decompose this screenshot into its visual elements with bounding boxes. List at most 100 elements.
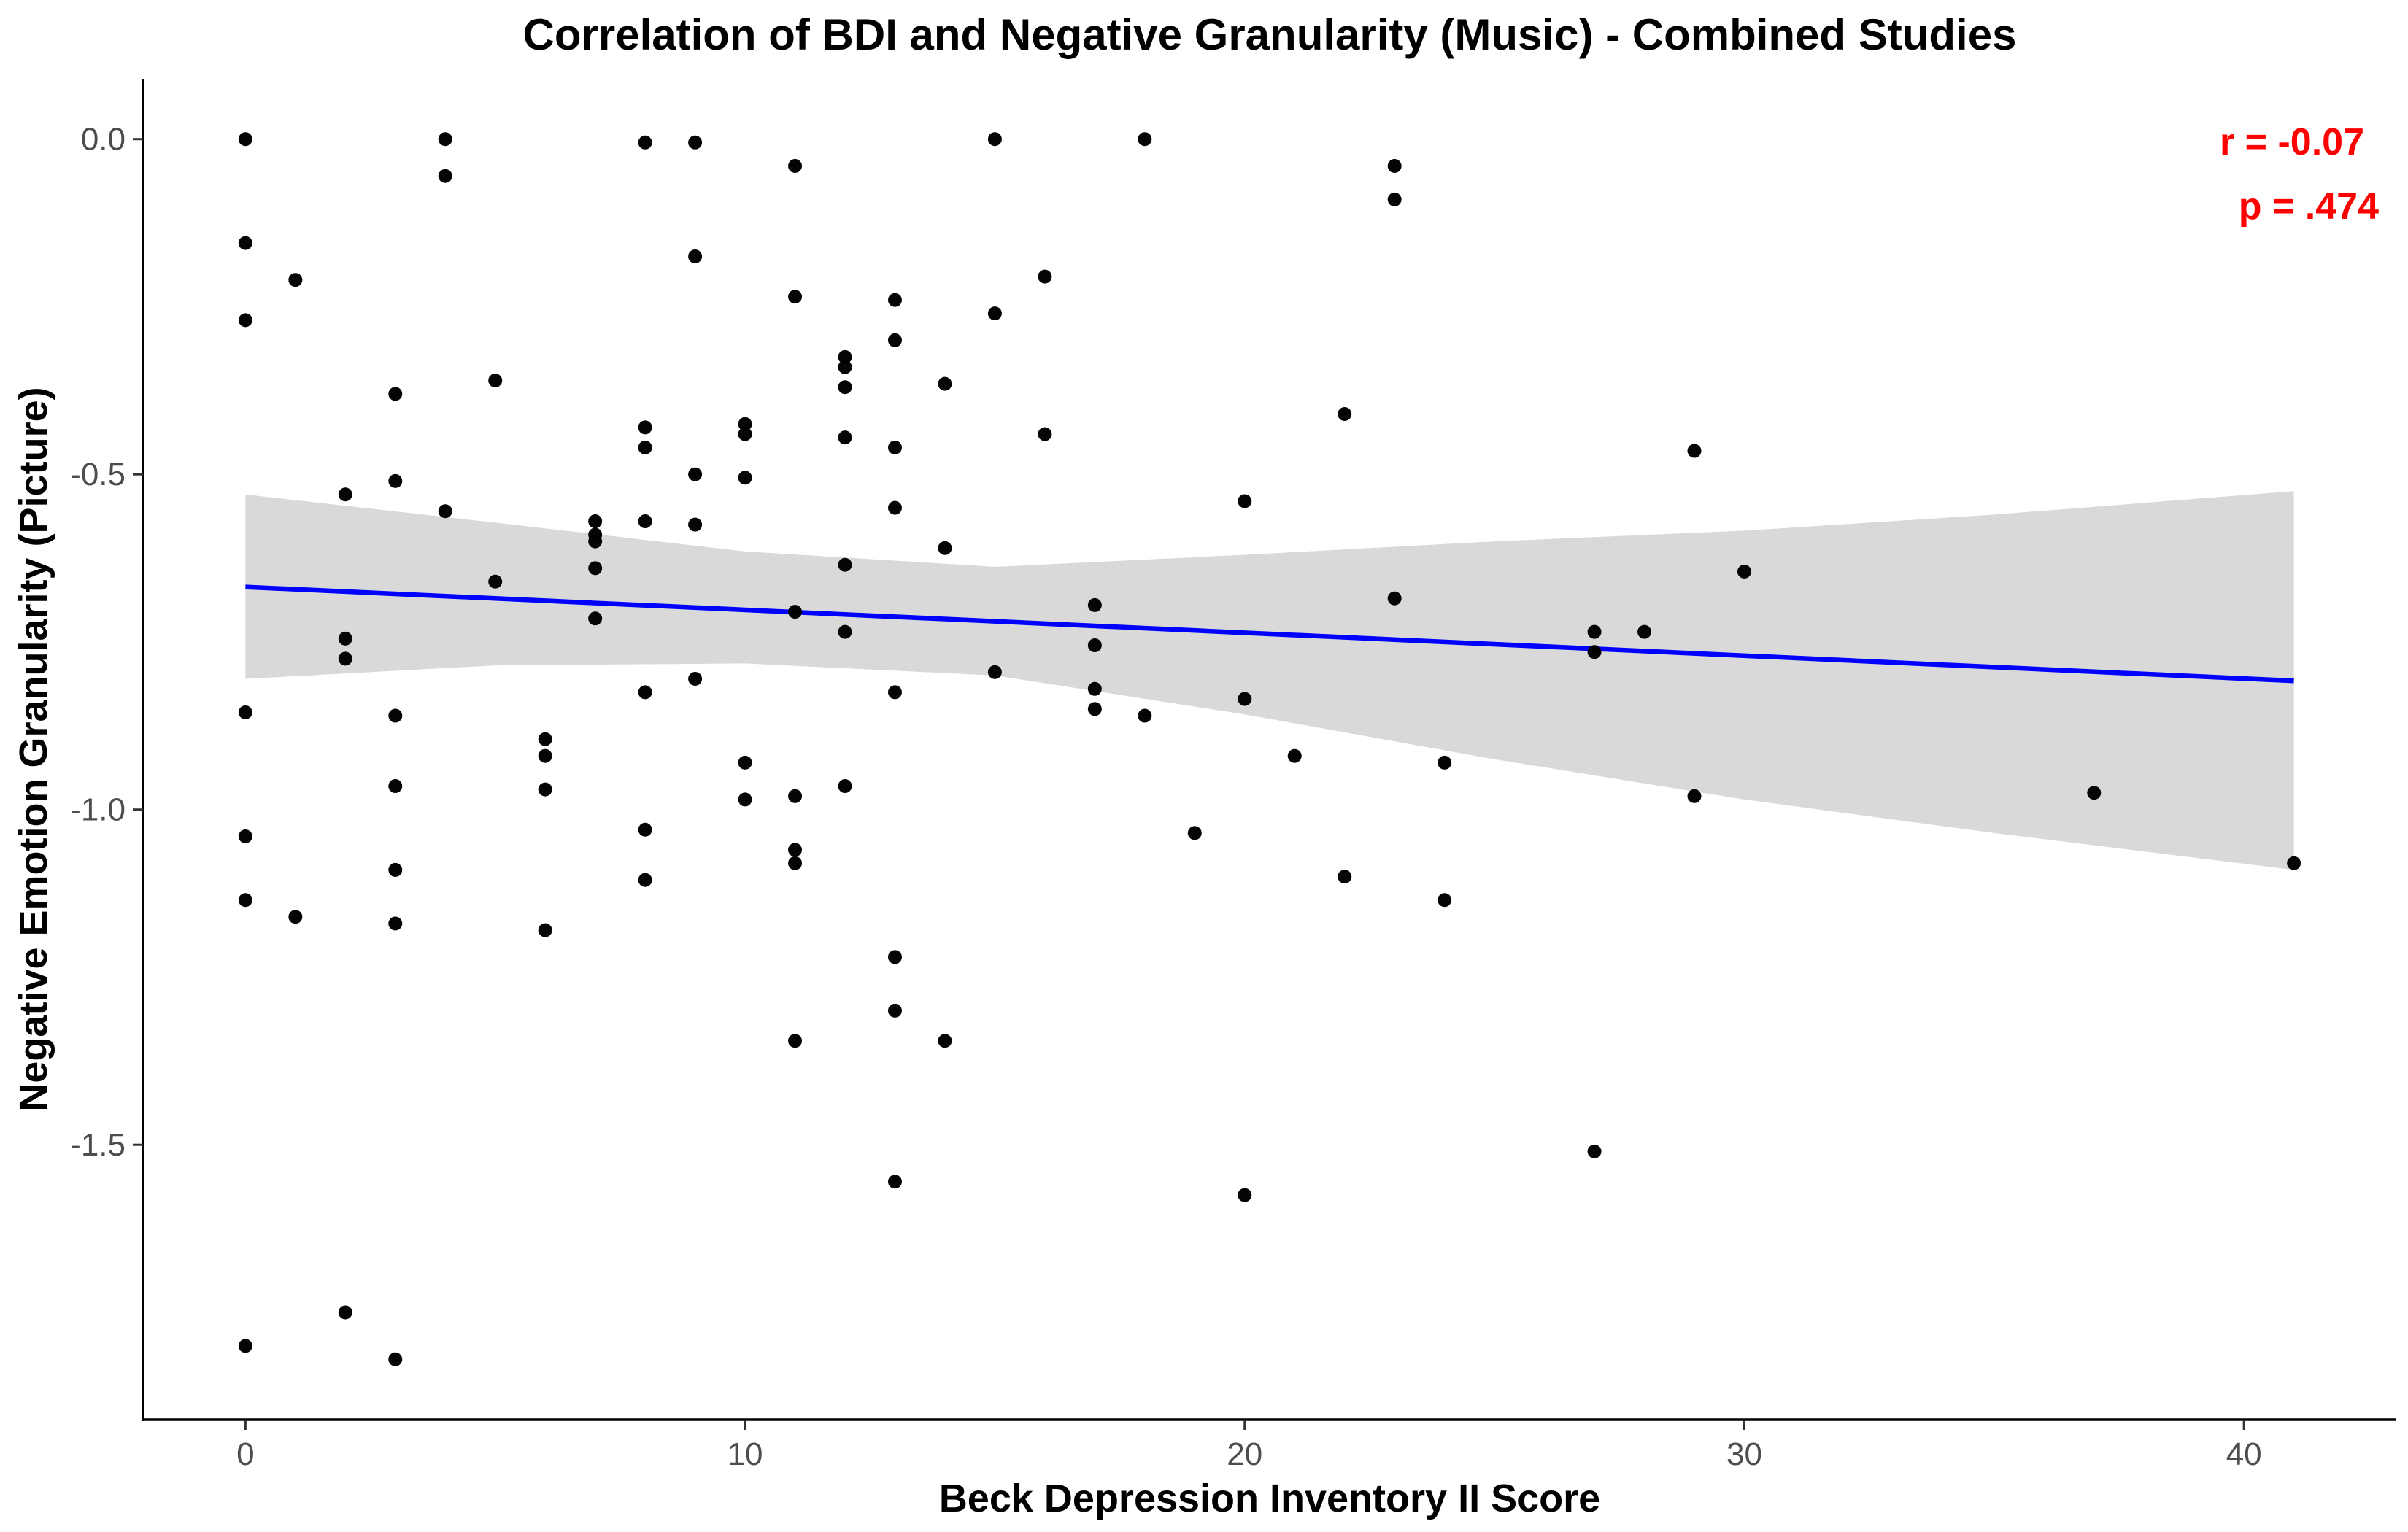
data-point bbox=[688, 249, 703, 264]
data-point bbox=[1737, 564, 1751, 579]
data-point bbox=[1138, 132, 1152, 147]
data-point bbox=[738, 755, 752, 770]
data-point bbox=[1587, 624, 1602, 639]
data-point bbox=[688, 517, 703, 532]
data-point bbox=[338, 1305, 352, 1320]
data-point bbox=[688, 672, 703, 686]
data-point bbox=[1138, 708, 1152, 723]
data-point bbox=[887, 440, 902, 454]
y-tick-label: -1.5 bbox=[70, 1127, 126, 1163]
data-point bbox=[638, 514, 652, 529]
data-point bbox=[887, 1175, 902, 1189]
data-point bbox=[538, 748, 552, 763]
data-point bbox=[2287, 856, 2301, 870]
data-point bbox=[1687, 789, 1702, 803]
data-point bbox=[488, 574, 503, 589]
data-point bbox=[987, 306, 1002, 321]
y-tick-label: 0.0 bbox=[81, 122, 126, 158]
data-point bbox=[438, 504, 452, 519]
correlation-p-label: p = .474 bbox=[2239, 185, 2379, 228]
confidence-band-area bbox=[245, 491, 2294, 870]
data-point bbox=[488, 374, 503, 388]
data-point bbox=[638, 420, 652, 435]
data-point bbox=[788, 1034, 803, 1048]
y-axis-title: Negative Emotion Granularity (Picture) bbox=[12, 387, 55, 1111]
data-point bbox=[938, 376, 952, 391]
data-point bbox=[838, 360, 852, 374]
data-point bbox=[838, 557, 852, 572]
data-point bbox=[238, 1339, 252, 1353]
regression-line bbox=[245, 584, 2294, 684]
data-point bbox=[388, 862, 403, 877]
data-point bbox=[388, 779, 403, 794]
data-point bbox=[338, 651, 352, 666]
data-point bbox=[238, 829, 252, 843]
data-point bbox=[638, 685, 652, 700]
x-axis-title: Beck Depression Inventory II Score bbox=[939, 1477, 1600, 1520]
data-points bbox=[238, 132, 2301, 1366]
x-tick-label: 40 bbox=[2226, 1436, 2262, 1472]
data-point bbox=[938, 1034, 952, 1048]
data-point bbox=[1387, 158, 1402, 173]
data-point bbox=[438, 132, 452, 147]
data-point bbox=[838, 380, 852, 395]
data-point bbox=[838, 624, 852, 639]
data-point bbox=[1038, 269, 1052, 284]
data-point bbox=[1038, 427, 1052, 441]
data-point bbox=[238, 705, 252, 719]
data-point bbox=[738, 471, 752, 485]
data-point bbox=[788, 843, 803, 857]
data-point bbox=[1687, 444, 1702, 458]
y-tick-label: -1.0 bbox=[70, 792, 126, 828]
data-point bbox=[987, 132, 1002, 147]
data-point bbox=[538, 732, 552, 746]
data-point bbox=[688, 467, 703, 481]
data-point bbox=[388, 387, 403, 401]
data-point bbox=[288, 910, 303, 924]
y-tick-label: -0.5 bbox=[70, 457, 126, 492]
data-point bbox=[688, 135, 703, 150]
data-point bbox=[1438, 893, 1452, 908]
data-point bbox=[1338, 407, 1352, 421]
data-point bbox=[388, 473, 403, 488]
data-point bbox=[887, 293, 902, 307]
data-point bbox=[1238, 494, 1252, 508]
data-point bbox=[1438, 755, 1452, 770]
data-point bbox=[238, 893, 252, 908]
data-point bbox=[638, 135, 652, 150]
data-point bbox=[1087, 638, 1102, 653]
data-point bbox=[538, 782, 552, 797]
data-point bbox=[987, 665, 1002, 679]
confidence-band bbox=[245, 491, 2294, 870]
y-axis-ticks: 0.0 -0.5 -1.0 -1.5 bbox=[70, 122, 143, 1163]
data-point bbox=[788, 290, 803, 304]
data-point bbox=[288, 273, 303, 287]
data-point bbox=[538, 923, 552, 937]
data-point bbox=[338, 487, 352, 502]
data-point bbox=[738, 792, 752, 807]
regression-line-group bbox=[245, 584, 2294, 684]
x-axis-ticks: 0 10 20 30 40 bbox=[236, 1420, 2262, 1472]
data-point bbox=[788, 789, 803, 803]
data-point bbox=[1587, 645, 1602, 659]
data-point bbox=[788, 158, 803, 173]
correlation-r-label: r = -0.07 bbox=[2220, 121, 2364, 163]
data-point bbox=[588, 611, 603, 626]
data-point bbox=[1238, 1188, 1252, 1202]
data-point bbox=[1087, 702, 1102, 716]
data-point bbox=[838, 349, 852, 364]
data-point bbox=[638, 440, 652, 454]
data-point bbox=[388, 708, 403, 723]
data-point bbox=[938, 541, 952, 555]
data-point bbox=[588, 561, 603, 576]
data-point bbox=[638, 822, 652, 837]
data-point bbox=[788, 856, 803, 870]
data-point bbox=[738, 427, 752, 441]
data-point bbox=[887, 685, 902, 700]
data-point bbox=[238, 132, 252, 147]
data-point bbox=[738, 417, 752, 431]
data-point bbox=[388, 1352, 403, 1366]
data-point bbox=[588, 514, 603, 529]
data-point bbox=[887, 333, 902, 347]
